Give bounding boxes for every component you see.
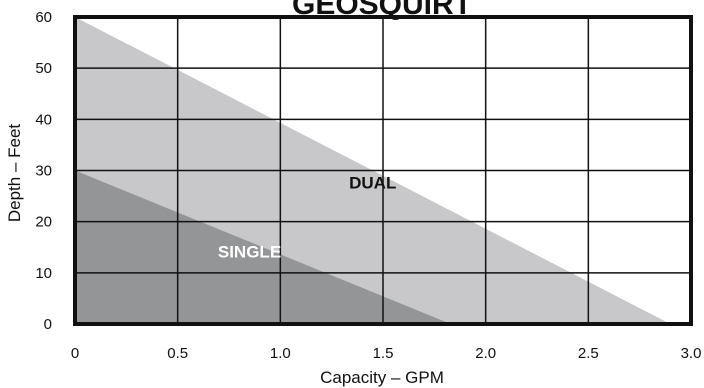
y-tick-label: 50	[35, 60, 52, 77]
y-tick-label: 40	[35, 111, 52, 128]
y-tick-label: 10	[35, 265, 52, 282]
grid	[75, 17, 691, 324]
y-tick-label: 60	[35, 9, 52, 26]
series-label-single: SINGLE	[218, 242, 281, 261]
x-tick-label: 1.5	[373, 345, 394, 362]
y-tick-label: 0	[44, 316, 52, 333]
y-axis-label: Depth – Feet	[5, 124, 24, 223]
x-tick-label: 2.5	[578, 345, 599, 362]
x-tick-label: 0.5	[167, 345, 188, 362]
x-tick-label: 3.0	[681, 345, 702, 362]
y-tick-label: 30	[35, 163, 52, 180]
x-tick-label: 2.0	[475, 345, 496, 362]
y-tick-label: 20	[35, 214, 52, 231]
series-label-dual: DUAL	[349, 173, 396, 192]
y-tick-labels: 0 10 20 30 40 50 60	[35, 9, 52, 333]
x-tick-labels: 0 0.5 1.0 1.5 2.0 2.5 3.0	[71, 345, 702, 362]
plot-frame	[73, 15, 693, 326]
area-single	[75, 170, 451, 324]
x-tick-label: 0	[71, 345, 79, 362]
series-labels: DUAL SINGLE	[218, 173, 396, 261]
x-axis-label: Capacity – GPM	[320, 368, 444, 387]
x-tick-label: 1.0	[270, 345, 291, 362]
